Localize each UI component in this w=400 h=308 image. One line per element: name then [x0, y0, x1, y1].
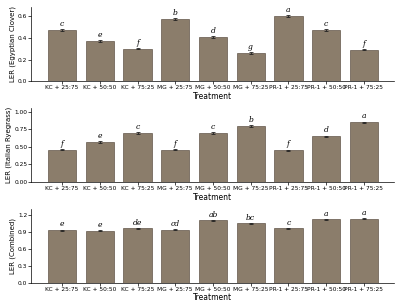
X-axis label: Treatment: Treatment	[193, 294, 232, 302]
Y-axis label: LER (Egyptian Clover): LER (Egyptian Clover)	[9, 6, 16, 82]
Bar	[350, 122, 378, 182]
Bar	[123, 229, 152, 283]
Text: f: f	[287, 140, 290, 148]
Text: g: g	[248, 43, 253, 51]
Text: e: e	[98, 221, 102, 229]
Text: a: a	[324, 209, 328, 217]
Text: b: b	[248, 116, 253, 124]
Y-axis label: LER (Combined): LER (Combined)	[9, 218, 16, 274]
Bar	[350, 50, 378, 81]
Bar	[312, 30, 340, 81]
Text: f: f	[61, 140, 64, 148]
Bar	[161, 229, 189, 283]
Text: d: d	[324, 126, 328, 134]
Bar	[48, 30, 76, 81]
X-axis label: Treatment: Treatment	[193, 92, 232, 101]
Bar	[86, 231, 114, 283]
Text: b: b	[173, 9, 178, 17]
Text: f: f	[174, 140, 177, 148]
Text: c: c	[286, 219, 290, 227]
Bar	[274, 16, 302, 81]
Bar	[236, 53, 265, 81]
Bar	[236, 223, 265, 283]
Bar	[48, 230, 76, 283]
Bar	[123, 133, 152, 182]
Text: f: f	[362, 40, 365, 48]
Text: ab: ab	[208, 211, 218, 219]
Bar	[123, 49, 152, 81]
Text: a: a	[286, 6, 291, 14]
Bar	[199, 37, 227, 81]
Bar	[236, 126, 265, 182]
Bar	[274, 150, 302, 182]
Bar	[48, 150, 76, 182]
Bar	[274, 229, 302, 283]
Text: a: a	[362, 209, 366, 217]
Text: d: d	[210, 26, 215, 34]
Bar	[350, 219, 378, 283]
Text: bc: bc	[246, 213, 255, 221]
Text: c: c	[135, 123, 140, 131]
X-axis label: Treatment: Treatment	[193, 192, 232, 202]
Text: cd: cd	[171, 220, 180, 228]
Text: c: c	[211, 123, 215, 131]
Bar	[199, 133, 227, 182]
Bar	[86, 142, 114, 182]
Text: a: a	[362, 112, 366, 120]
Y-axis label: LER (Italian Ryegrass): LER (Italian Ryegrass)	[6, 107, 12, 183]
Text: f: f	[136, 39, 139, 47]
Bar	[161, 150, 189, 182]
Text: c: c	[324, 20, 328, 28]
Bar	[312, 219, 340, 283]
Bar	[86, 41, 114, 81]
Text: e: e	[98, 31, 102, 39]
Bar	[312, 136, 340, 182]
Bar	[161, 19, 189, 81]
Text: e: e	[98, 132, 102, 140]
Bar	[199, 221, 227, 283]
Text: e: e	[60, 220, 64, 228]
Text: de: de	[133, 219, 142, 227]
Text: c: c	[60, 20, 64, 28]
